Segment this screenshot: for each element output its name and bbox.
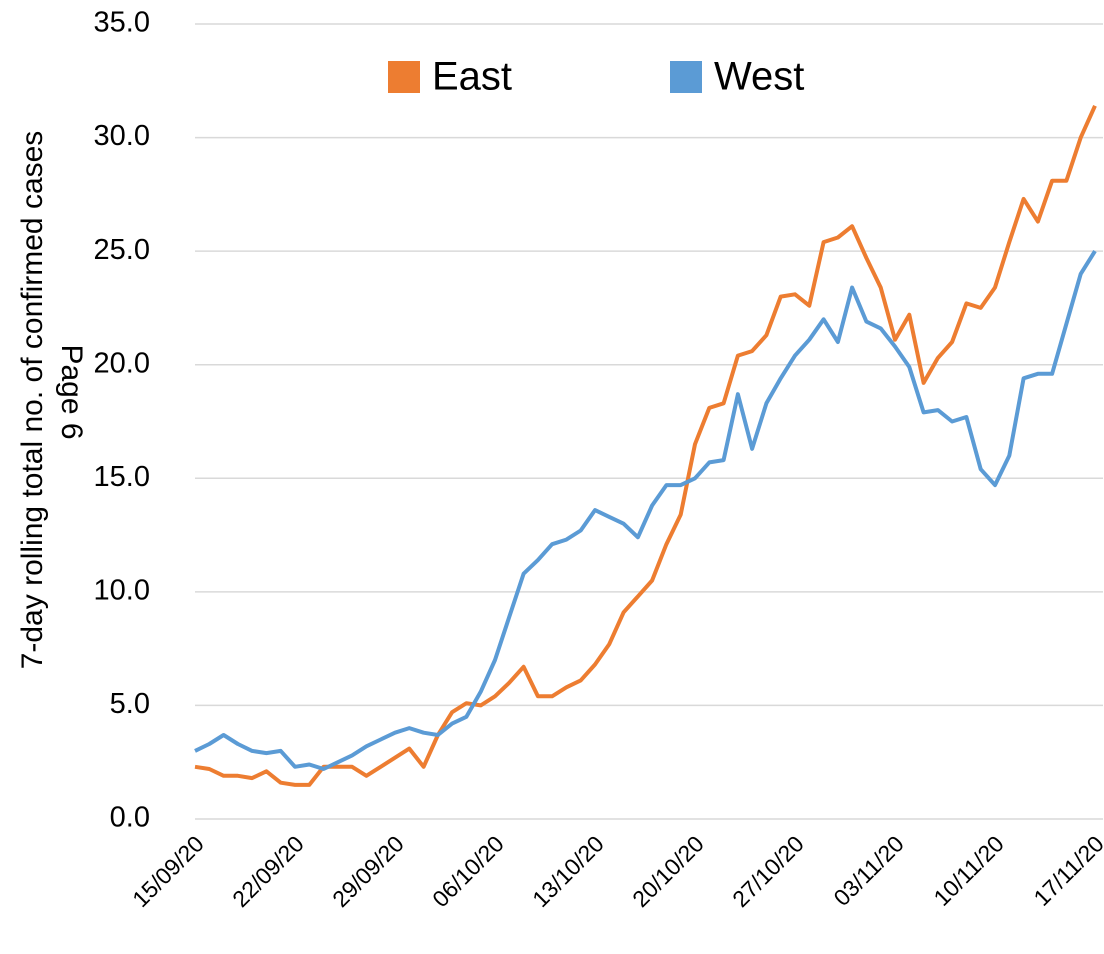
y-tick-label: 30.0 xyxy=(94,120,150,152)
legend-swatch xyxy=(388,61,420,93)
x-tick-label: 03/11/20 xyxy=(828,830,908,910)
x-tick-label: 20/10/20 xyxy=(627,830,709,912)
x-tick-label: 06/10/20 xyxy=(427,830,509,912)
x-tick-label: 10/11/20 xyxy=(928,830,1008,910)
legend-label: West xyxy=(714,55,804,99)
x-tick-label: 29/09/20 xyxy=(327,830,409,912)
x-tick-label: 27/10/20 xyxy=(727,830,809,912)
x-tick-label: 22/09/20 xyxy=(227,830,309,912)
y-tick-label: 15.0 xyxy=(94,461,150,493)
x-tick-label: 17/11/20 xyxy=(1028,830,1104,910)
x-tick-label: 15/09/20 xyxy=(127,830,209,912)
y-tick-label: 5.0 xyxy=(110,688,150,720)
y-tick-label: 25.0 xyxy=(94,234,150,266)
y-tick-label: 0.0 xyxy=(110,802,150,834)
x-tick-label: 13/10/20 xyxy=(527,830,609,912)
y-tick-label: 20.0 xyxy=(94,347,150,379)
line-series xyxy=(194,104,1097,787)
y-axis-label: 7-day rolling total no. of confirmed cas… xyxy=(16,131,49,670)
legend-swatch xyxy=(670,61,702,93)
legend-label: East xyxy=(432,55,512,99)
annotation: Page 6 xyxy=(55,344,88,439)
line-series xyxy=(194,250,1097,771)
y-tick-label: 10.0 xyxy=(94,575,150,607)
y-tick-label: 35.0 xyxy=(94,7,150,39)
